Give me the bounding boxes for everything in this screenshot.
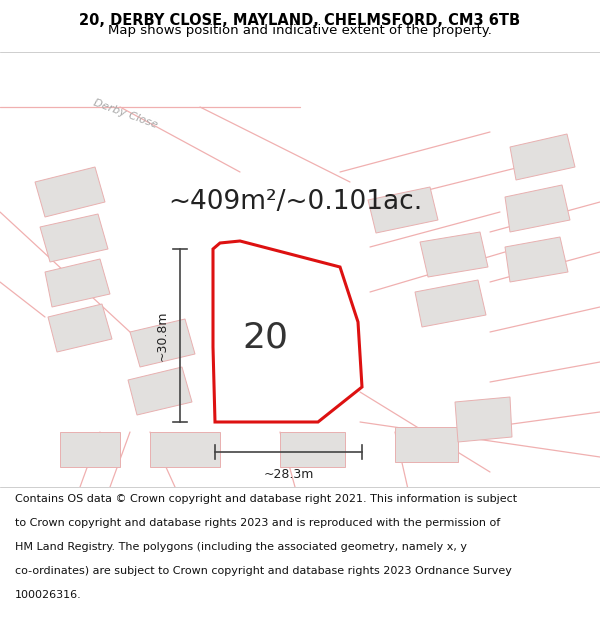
Polygon shape xyxy=(150,432,220,467)
Text: ~409m²/~0.101ac.: ~409m²/~0.101ac. xyxy=(168,189,422,215)
Text: HM Land Registry. The polygons (including the associated geometry, namely x, y: HM Land Registry. The polygons (includin… xyxy=(15,542,467,552)
Polygon shape xyxy=(40,214,108,262)
Text: ~30.8m: ~30.8m xyxy=(155,310,169,361)
Polygon shape xyxy=(280,432,345,467)
Text: 20: 20 xyxy=(242,320,289,354)
Polygon shape xyxy=(455,397,512,442)
Polygon shape xyxy=(505,185,570,232)
Text: ~28.3m: ~28.3m xyxy=(263,468,314,481)
Polygon shape xyxy=(505,237,568,282)
Polygon shape xyxy=(45,259,110,307)
Text: to Crown copyright and database rights 2023 and is reproduced with the permissio: to Crown copyright and database rights 2… xyxy=(15,518,500,528)
Text: Contains OS data © Crown copyright and database right 2021. This information is : Contains OS data © Crown copyright and d… xyxy=(15,494,517,504)
Polygon shape xyxy=(213,241,362,422)
Text: Derby Close: Derby Close xyxy=(92,98,158,130)
Text: co-ordinates) are subject to Crown copyright and database rights 2023 Ordnance S: co-ordinates) are subject to Crown copyr… xyxy=(15,566,512,576)
Polygon shape xyxy=(510,134,575,180)
Polygon shape xyxy=(60,432,120,467)
Polygon shape xyxy=(415,280,486,327)
Polygon shape xyxy=(368,187,438,233)
Text: Map shows position and indicative extent of the property.: Map shows position and indicative extent… xyxy=(108,24,492,38)
Polygon shape xyxy=(130,319,195,367)
Text: 20, DERBY CLOSE, MAYLAND, CHELMSFORD, CM3 6TB: 20, DERBY CLOSE, MAYLAND, CHELMSFORD, CM… xyxy=(79,13,521,28)
Polygon shape xyxy=(395,427,458,462)
Polygon shape xyxy=(48,304,112,352)
Polygon shape xyxy=(420,232,488,277)
Polygon shape xyxy=(35,167,105,217)
Text: 100026316.: 100026316. xyxy=(15,591,82,601)
Polygon shape xyxy=(128,367,192,415)
